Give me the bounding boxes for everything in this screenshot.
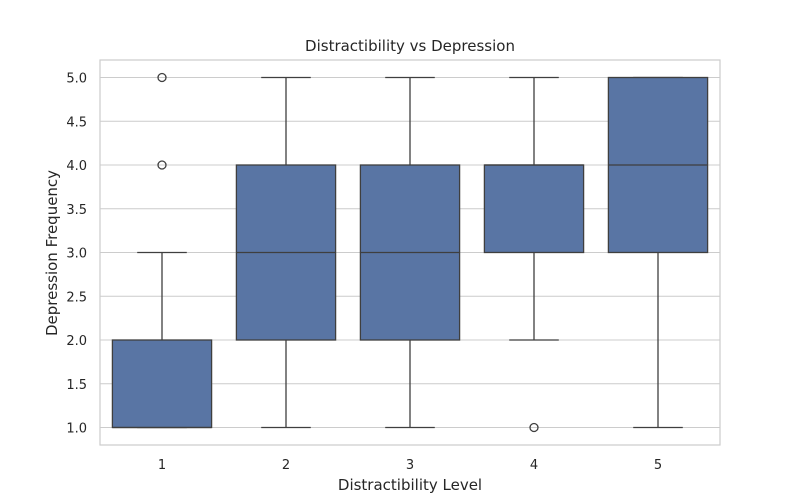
y-tick-label: 2.5 (66, 290, 87, 305)
y-tick-label: 5.0 (66, 72, 87, 87)
chart-title: Distractibility vs Depression (305, 37, 515, 55)
x-axis-label: Distractibility Level (338, 476, 482, 494)
outlier-point (157, 160, 167, 170)
y-tick-label: 4.5 (66, 115, 87, 130)
y-tick-label: 1.0 (66, 422, 87, 437)
box-group-4 (483, 76, 585, 433)
box-group-3 (359, 76, 461, 429)
x-tick-label: 3 (406, 458, 414, 473)
plot-area: 1.0 1.5 2.0 2.5 3.0 3.5 4.0 4.5 5.0 1 2 3 4 5 (66, 59, 721, 473)
box (483, 164, 585, 254)
x-tick-label: 5 (654, 458, 662, 473)
plot-frame (99, 59, 721, 446)
box-group-1 (111, 72, 213, 429)
y-tick-label: 4.0 (66, 159, 87, 174)
y-axis-label: Depression Frequency (43, 170, 61, 336)
y-tick-label: 1.5 (66, 378, 87, 393)
box-group-2 (235, 76, 337, 429)
box (111, 339, 213, 429)
y-tick-label: 2.0 (66, 334, 87, 349)
box-group-5 (607, 76, 709, 429)
x-tick-label: 2 (282, 458, 290, 473)
x-tick-label: 4 (530, 458, 538, 473)
y-tick-label: 3.0 (66, 247, 87, 262)
x-tick-label: 1 (158, 458, 166, 473)
outlier-point (529, 422, 539, 433)
y-tick-label: 3.5 (66, 203, 87, 218)
outlier-point (157, 72, 167, 83)
